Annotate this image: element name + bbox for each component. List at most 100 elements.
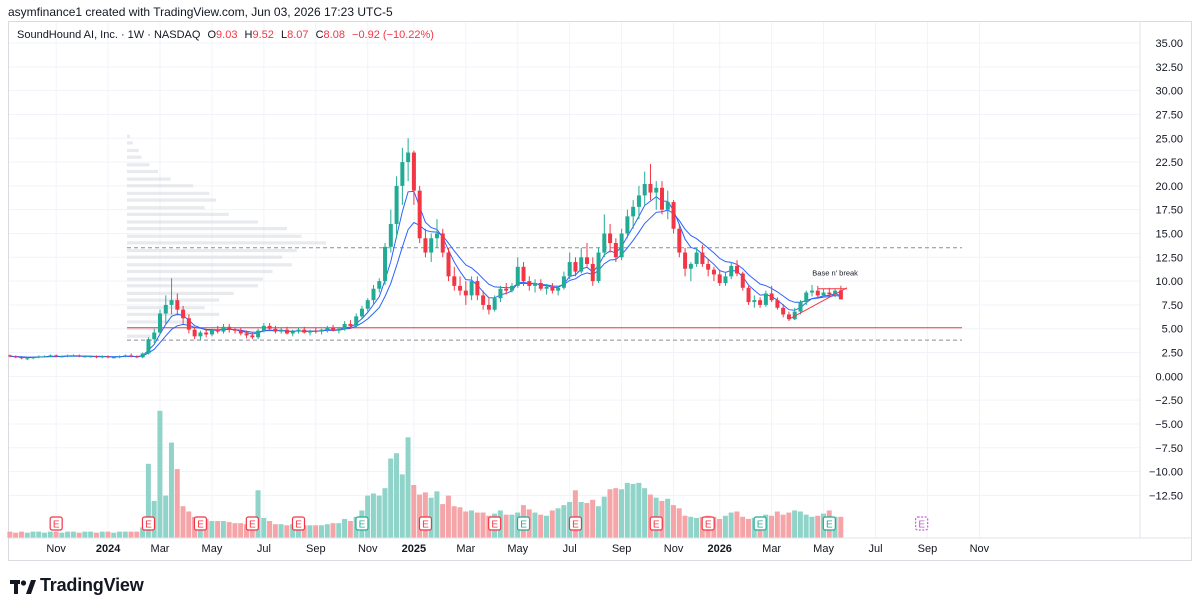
volume-bar	[584, 503, 590, 538]
y-tick-label: 7.50	[1162, 300, 1183, 312]
volume-profile-bar	[127, 134, 130, 138]
volume-bar	[140, 527, 146, 538]
open-value: 9.03	[216, 29, 238, 41]
volume-bar	[544, 515, 550, 538]
volume-bar	[163, 495, 169, 538]
candle-body	[227, 326, 232, 330]
volume-profile-bar	[127, 291, 234, 295]
candle-body	[25, 358, 30, 360]
volume-profile-bar	[127, 141, 133, 145]
volume-bar	[168, 442, 174, 538]
volume-bar	[803, 514, 809, 538]
earnings-marker	[355, 516, 369, 531]
candle-body	[296, 329, 301, 332]
tradingview-wordmark: TradingView	[40, 575, 144, 595]
volume-bar	[740, 516, 746, 538]
volume-bar	[122, 531, 128, 538]
candle-body	[175, 300, 180, 310]
y-tick-label: 5.00	[1162, 324, 1183, 336]
volume-bar	[815, 515, 821, 538]
volume-bar	[209, 521, 215, 538]
candle-body	[556, 287, 561, 291]
volume-bar	[88, 531, 94, 538]
candle-body	[590, 263, 595, 282]
y-tick-label: −2.50	[1155, 395, 1183, 407]
candle-body	[65, 355, 70, 357]
volume-bar	[105, 531, 111, 538]
earnings-marker	[568, 516, 583, 531]
earnings-marker-label: E	[826, 520, 833, 531]
volume-bar	[509, 514, 515, 538]
candle-body	[238, 330, 243, 334]
volume-bar	[382, 488, 388, 538]
candle-body	[833, 290, 838, 295]
candle-body	[13, 356, 18, 358]
candle-body	[763, 293, 768, 305]
candle-body	[284, 329, 289, 334]
tradingview-logo[interactable]: TradingView	[10, 575, 144, 596]
volume-bar	[624, 482, 630, 538]
x-tick-label: Jul	[868, 543, 882, 555]
earnings-marker	[488, 516, 502, 531]
earnings-marker-label: E	[757, 520, 764, 531]
earnings-marker-label: E	[572, 520, 579, 531]
candle-body	[169, 300, 174, 305]
earnings-marker-label: E	[295, 520, 302, 531]
candle-body	[660, 187, 665, 210]
candle-body	[198, 332, 203, 337]
annotation-base-n-break: Base n' break	[812, 268, 858, 277]
candle-body	[319, 329, 324, 332]
volume-bar	[76, 532, 82, 538]
candle-body	[273, 328, 278, 332]
earnings-marker-label: E	[197, 520, 204, 531]
volume-bar	[186, 511, 192, 538]
volume-bar	[70, 531, 76, 538]
candle-body	[665, 202, 670, 210]
candle-body	[348, 323, 353, 326]
candle-body	[394, 185, 399, 224]
volume-bar	[393, 453, 399, 538]
candle-body	[544, 286, 549, 289]
candle-body	[827, 292, 832, 295]
ohlc-legend: SoundHound AI, Inc. · 1W · NASDAQ O9.03 …	[17, 29, 434, 41]
candle-body	[573, 262, 578, 272]
x-tick-label: Sep	[306, 543, 326, 555]
volume-profile-bar	[127, 169, 159, 174]
y-tick-label: 10.00	[1155, 276, 1183, 288]
volume-bar	[145, 463, 151, 538]
candle-body	[585, 257, 589, 264]
volume-profile-bar	[127, 177, 171, 181]
candle-body	[619, 233, 624, 258]
volume-profile-bar	[127, 198, 217, 202]
candle-body	[515, 266, 520, 286]
volume-bar	[272, 524, 278, 538]
candle-body	[54, 355, 59, 357]
candle-body	[492, 298, 497, 310]
x-tick-label: 2026	[707, 543, 731, 555]
candle-body	[579, 257, 584, 272]
candle-body	[775, 300, 780, 308]
volume-bar	[630, 483, 636, 538]
earnings-marker	[141, 516, 156, 531]
candle-body	[267, 325, 272, 329]
candle-body	[146, 339, 151, 354]
candle-body	[821, 292, 826, 296]
volume-profile-bar	[127, 284, 258, 288]
candle-body	[313, 330, 318, 332]
y-tick-label: −5.00	[1155, 419, 1183, 431]
volume-profile-bar	[127, 234, 302, 238]
candle-body	[452, 276, 457, 286]
y-tick-label: 25.00	[1155, 133, 1183, 145]
volume-profile-bar	[127, 255, 283, 259]
volume-bar	[399, 474, 405, 538]
candle-body	[642, 183, 647, 196]
volume-bar	[405, 437, 411, 538]
close-value: 8.08	[323, 29, 345, 41]
volume-bar	[665, 498, 671, 538]
candle-body	[417, 190, 422, 239]
volume-bar	[838, 516, 844, 538]
candle-body	[94, 356, 99, 358]
candle-body	[596, 252, 601, 282]
candle-body	[123, 355, 128, 357]
